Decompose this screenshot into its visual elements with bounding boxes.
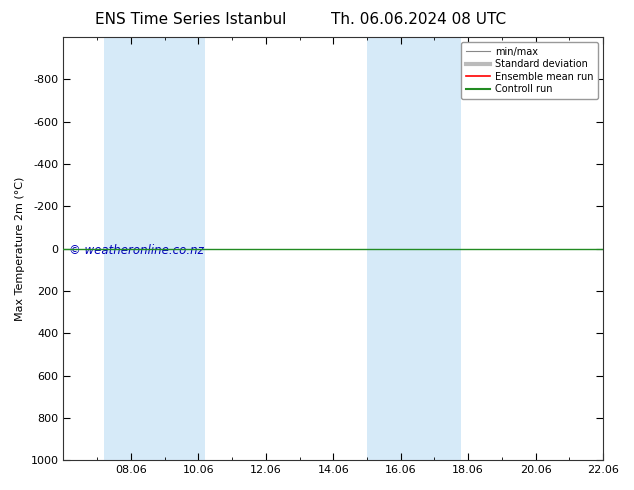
Text: ENS Time Series Istanbul: ENS Time Series Istanbul <box>94 12 286 27</box>
Text: © weatheronline.co.nz: © weatheronline.co.nz <box>69 244 204 257</box>
Y-axis label: Max Temperature 2m (°C): Max Temperature 2m (°C) <box>15 176 25 321</box>
Bar <box>408 37 462 460</box>
Bar <box>148 37 205 460</box>
Text: Th. 06.06.2024 08 UTC: Th. 06.06.2024 08 UTC <box>331 12 506 27</box>
Bar <box>367 37 408 460</box>
Legend: min/max, Standard deviation, Ensemble mean run, Controll run: min/max, Standard deviation, Ensemble me… <box>461 42 598 99</box>
Bar <box>104 37 148 460</box>
